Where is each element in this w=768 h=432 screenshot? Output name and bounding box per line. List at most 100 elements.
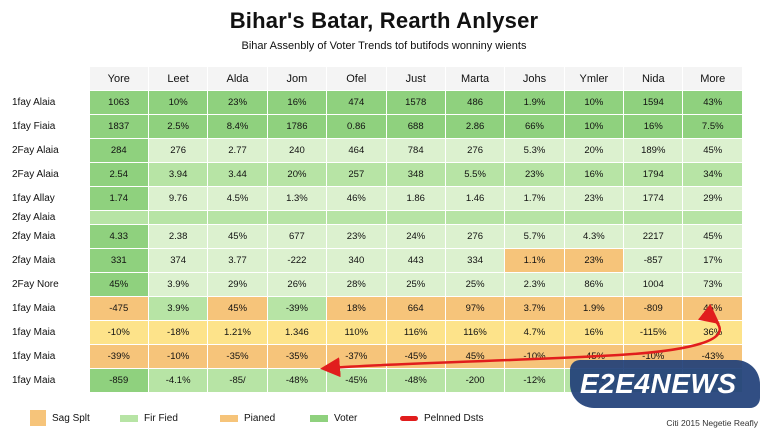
table-row: 2Fay Nore 45% 3.9% 29% 26% 28% 25% 25% 2.3% 86% 10… (8, 272, 743, 297)
table-cell: -48% (385, 368, 446, 393)
table-cell: 334 (444, 248, 506, 273)
table-cell: 443 (385, 248, 446, 273)
row-label: 1fay Maia (8, 320, 90, 345)
legend-label: Voter (334, 412, 358, 424)
table-cell: 276 (444, 138, 506, 163)
table-cell: 23% (326, 224, 387, 249)
table-cell: 17% (682, 248, 743, 273)
table-cell: 1.346 (266, 320, 328, 345)
table-cell: 348 (385, 162, 446, 187)
table-cell: 20% (563, 138, 625, 163)
column-header: Ofel (326, 66, 387, 91)
table-cell: 16% (266, 90, 328, 115)
table-cell: -45% (385, 344, 446, 369)
row-label: 2Fay Alaia (8, 138, 90, 163)
table-row: 2fay Maia 331 374 3.77 -222 340 443 334 1.1% 23% -… (8, 248, 743, 273)
table-cell: -85/ (207, 368, 268, 393)
table-cell: 23% (563, 186, 625, 211)
row-label: 1fay Maia (8, 368, 90, 393)
column-header: Marta (444, 66, 506, 91)
row-label: 2fay Maia (8, 224, 90, 249)
table-cell (326, 210, 387, 225)
table-cell: 5.7% (504, 224, 565, 249)
table-cell: 4.3% (563, 224, 625, 249)
table-cell (504, 210, 565, 225)
table-cell: 116% (444, 320, 506, 345)
table-cell: 45% (682, 138, 743, 163)
table-cell: -35% (266, 344, 328, 369)
table-cell: 10% (563, 90, 625, 115)
table-cell: 1594 (623, 90, 684, 115)
legend-item: Pelnned Dsts (400, 410, 483, 426)
table-cell: 23% (563, 248, 625, 273)
column-header: Just (385, 66, 446, 91)
watermark-logo: E2E4NEWS (570, 360, 760, 408)
table-cell: 16% (563, 162, 625, 187)
column-header: Yore (88, 66, 149, 91)
table-cell: 46% (326, 186, 387, 211)
table-cell (444, 210, 506, 225)
table-cell: 110% (326, 320, 387, 345)
table-cell: 34% (682, 162, 743, 187)
table-cell: -12% (504, 368, 565, 393)
table-cell: -48% (266, 368, 328, 393)
table-cell: -115% (623, 320, 684, 345)
table-cell: 1.86 (385, 186, 446, 211)
table-cell: -37% (326, 344, 387, 369)
corner-cell (8, 66, 90, 91)
table-cell: 10% (147, 90, 209, 115)
table-cell: -475 (88, 296, 149, 321)
table-cell: 4.7% (504, 320, 565, 345)
table-cell: 5.3% (504, 138, 565, 163)
table-cell: 16% (623, 114, 684, 139)
table-cell: 2.77 (207, 138, 268, 163)
table-row: 2fay Maia 4.33 2.38 45% 677 23% 24% 276 5.7% 4.3%… (8, 224, 743, 249)
table-cell: -809 (623, 296, 684, 321)
legend-swatch (220, 414, 238, 422)
table-cell: 25% (385, 272, 446, 297)
table-cell: 1.7% (504, 186, 565, 211)
table-cell: 24% (385, 224, 446, 249)
column-header: Alda (207, 66, 268, 91)
table-cell: 664 (385, 296, 446, 321)
table-cell (563, 210, 625, 225)
table-cell: 8.4% (207, 114, 268, 139)
table-cell: -39% (266, 296, 328, 321)
column-header: Johs (504, 66, 565, 91)
table-cell: -222 (266, 248, 328, 273)
table-cell: 73% (682, 272, 743, 297)
table-cell: 3.44 (207, 162, 268, 187)
table-cell: -857 (623, 248, 684, 273)
table-cell: 257 (326, 162, 387, 187)
table-cell: 20% (266, 162, 328, 187)
table-cell: -45% (326, 368, 387, 393)
legend-swatch (310, 414, 328, 422)
table-cell: 1063 (88, 90, 149, 115)
chart-title: Bihar's Batar, Rearth Anlyser (229, 8, 539, 33)
table-row: 2fay Alaia (8, 210, 743, 225)
legend-item: Voter (310, 410, 357, 426)
table-cell: 45% (207, 296, 268, 321)
table-cell: 677 (266, 224, 328, 249)
table-cell: 474 (326, 90, 387, 115)
table-cell: 1.9% (563, 296, 625, 321)
table-cell: 2217 (623, 224, 684, 249)
table-cell: 2.54 (88, 162, 149, 187)
table-cell: 18% (326, 296, 387, 321)
table-cell: 1.21% (207, 320, 268, 345)
table-cell: 9.76 (147, 186, 209, 211)
table-cell: 23% (504, 162, 565, 187)
data-table: Yore Leet Alda Jom Ofel Just Marta Johs Ymler Nid… (8, 66, 743, 393)
table-row: 1fay Maia -475 3.9% 45% -39% 18% 664 97% 3.7% 1.9… (8, 296, 743, 321)
column-header: Ymler (563, 66, 625, 91)
table-cell: 66% (504, 114, 565, 139)
table-cell (207, 210, 268, 225)
table-cell (88, 210, 149, 225)
table-cell: 25% (444, 272, 506, 297)
table-cell: 116% (385, 320, 446, 345)
table-cell: 45% (682, 296, 743, 321)
table-cell: 1794 (623, 162, 684, 187)
table-cell: 1.46 (444, 186, 506, 211)
watermark-text: E2E4NEWS (580, 368, 737, 399)
table-cell: 1.74 (88, 186, 149, 211)
